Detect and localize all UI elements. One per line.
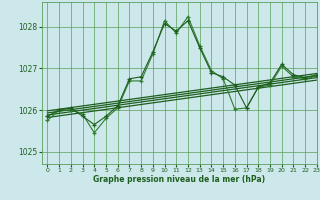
X-axis label: Graphe pression niveau de la mer (hPa): Graphe pression niveau de la mer (hPa) xyxy=(93,175,265,184)
